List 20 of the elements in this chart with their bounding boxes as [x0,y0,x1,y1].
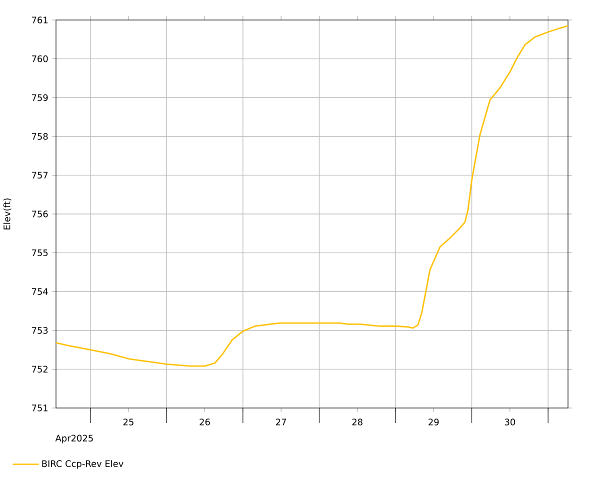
y-tick-label: 759 [32,94,48,101]
y-tick-label: 753 [32,327,48,334]
text: Apr2025 [55,434,93,444]
x-tick-label: 25 [123,418,134,426]
x-tick-label: 30 [504,418,516,426]
y-tick-label: 751 [32,404,48,412]
x-tick-label: 28 [352,418,362,426]
y-tick-label: 756 [32,210,48,218]
y-axis-title: Elev(ft) [3,198,12,230]
y-tick-label: 755 [32,249,48,256]
y-tick-label: 752 [32,366,48,373]
y-tick-label: 757 [32,172,48,179]
y-tick-label: 761 [32,16,48,24]
y-tick-label: 758 [32,133,48,140]
legend-label: BIRC Ccp-Rev Elev [42,460,124,469]
x-tick-label: 27 [276,418,286,426]
y-tick-label: 760 [32,55,48,62]
y-tick-label: 754 [32,288,48,295]
x-tick-label: 26 [200,418,210,426]
x-tick-label: 29 [428,418,439,426]
